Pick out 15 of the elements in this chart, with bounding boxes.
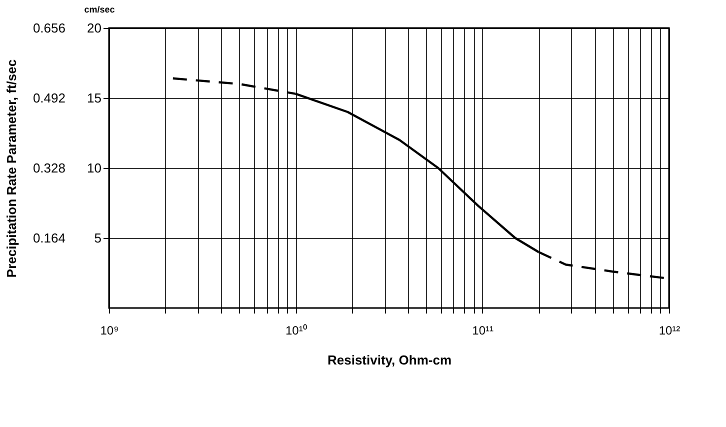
y-tick-label: 20 <box>87 20 102 36</box>
y2-tick-label: 0.328 <box>32 160 66 176</box>
x-tick-label: 10¹⁰ <box>285 324 307 338</box>
x-axis-title: Resistivity, Ohm-cm <box>327 352 452 368</box>
x-tick-label: 10⁹ <box>100 324 119 338</box>
y-axis-title: cm/sec <box>84 4 115 14</box>
y2-tick-label: 0.492 <box>32 90 66 106</box>
y2-axis-title: Precipitation Rate Parameter, ft/sec <box>4 59 19 278</box>
y-tick-label: 15 <box>87 90 102 106</box>
x-tick-label: 10¹² <box>658 324 680 338</box>
y-tick-label: 10 <box>87 160 102 176</box>
x-tick-label: 10¹¹ <box>472 324 494 338</box>
y2-tick-label: 0.656 <box>32 20 66 36</box>
y-tick-label: 5 <box>94 230 102 246</box>
y2-tick-label: 0.164 <box>32 230 66 246</box>
